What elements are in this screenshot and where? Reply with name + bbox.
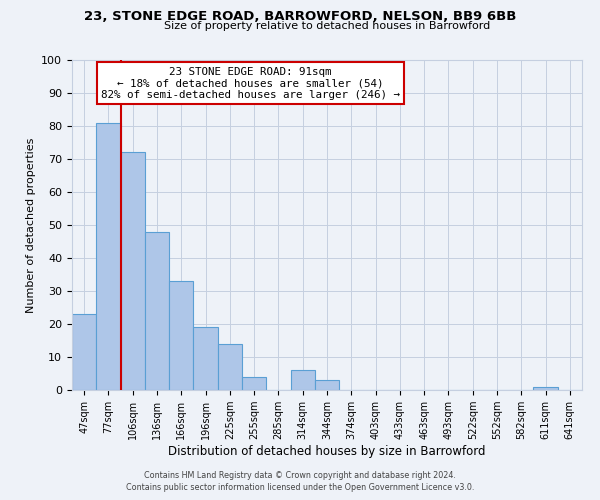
Bar [145,232,169,390]
Bar [533,386,558,390]
Bar [290,370,315,390]
Title: Size of property relative to detached houses in Barrowford: Size of property relative to detached ho… [164,22,490,32]
X-axis label: Distribution of detached houses by size in Barrowford: Distribution of detached houses by size … [168,445,486,458]
Text: 23 STONE EDGE ROAD: 91sqm
← 18% of detached houses are smaller (54)
82% of semi-: 23 STONE EDGE ROAD: 91sqm ← 18% of detac… [101,66,400,100]
Bar [121,152,145,390]
Bar [169,281,193,390]
Bar [96,122,121,390]
Text: 23, STONE EDGE ROAD, BARROWFORD, NELSON, BB9 6BB: 23, STONE EDGE ROAD, BARROWFORD, NELSON,… [84,10,516,23]
Bar [72,314,96,390]
Bar [218,344,242,390]
Text: Contains HM Land Registry data © Crown copyright and database right 2024.
Contai: Contains HM Land Registry data © Crown c… [126,471,474,492]
Bar [315,380,339,390]
Bar [242,377,266,390]
Bar [193,328,218,390]
Y-axis label: Number of detached properties: Number of detached properties [26,138,36,312]
